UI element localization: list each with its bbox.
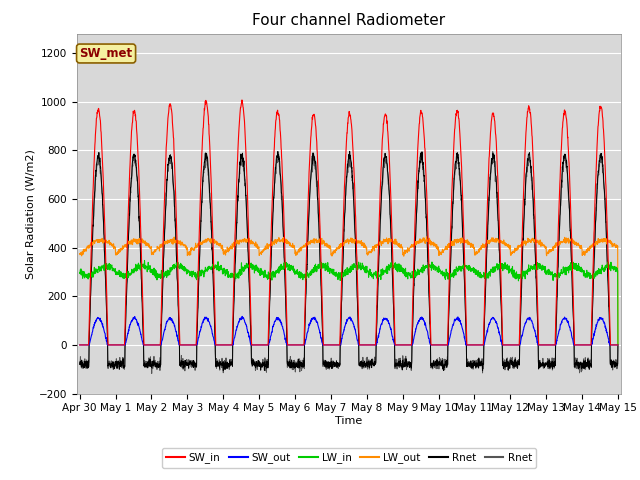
Text: SW_met: SW_met (79, 47, 132, 60)
X-axis label: Time: Time (335, 416, 362, 426)
Y-axis label: Solar Radiation (W/m2): Solar Radiation (W/m2) (26, 149, 36, 278)
Legend: SW_in, SW_out, LW_in, LW_out, Rnet, Rnet: SW_in, SW_out, LW_in, LW_out, Rnet, Rnet (162, 448, 536, 468)
Title: Four channel Radiometer: Four channel Radiometer (252, 13, 445, 28)
